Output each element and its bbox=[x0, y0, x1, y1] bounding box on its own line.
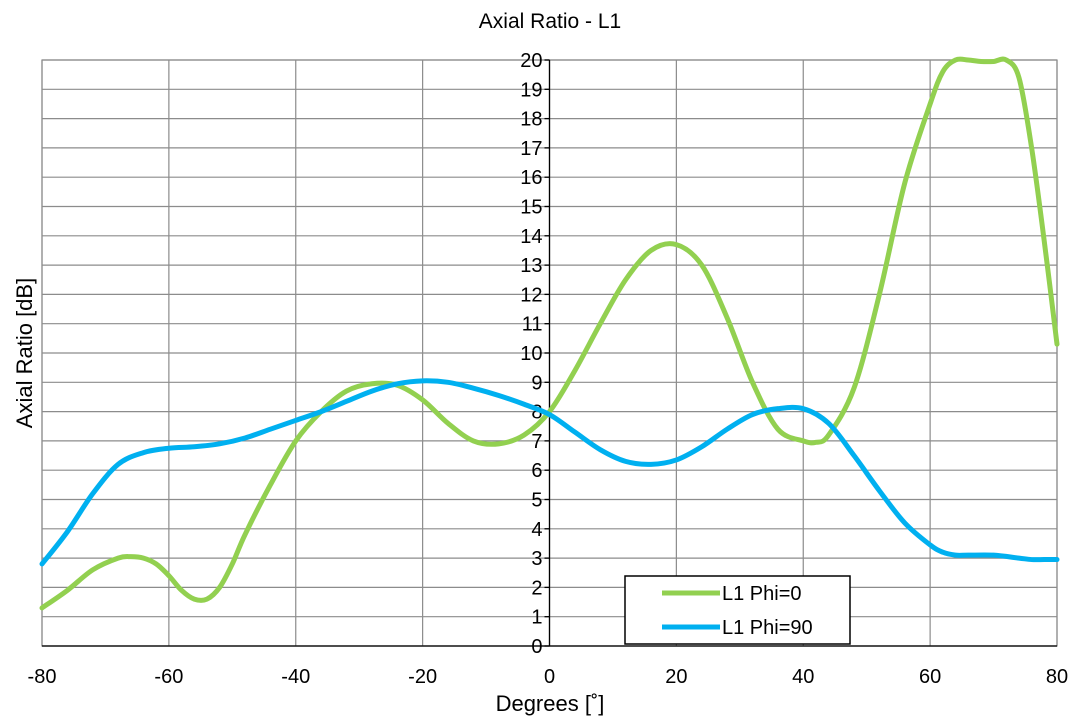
y-tick-label: 12 bbox=[520, 284, 542, 306]
chart-title: Axial Ratio - L1 bbox=[479, 10, 621, 33]
x-tick-label: 0 bbox=[544, 666, 555, 688]
y-tick-label: 3 bbox=[531, 548, 542, 570]
series-line-phi90 bbox=[39, 378, 1060, 567]
y-tick-label: 19 bbox=[520, 79, 542, 101]
y-tick-label: 11 bbox=[522, 314, 543, 336]
y-tick-label: 15 bbox=[520, 197, 542, 219]
y-tick-label: 7 bbox=[531, 431, 542, 453]
x-tick-label: 60 bbox=[919, 666, 941, 688]
x-tick-labels: -80 -60 -40 -20 0 20 40 60 80 bbox=[28, 666, 1069, 688]
x-tick-label: -40 bbox=[281, 666, 310, 688]
x-tick-label: 80 bbox=[1046, 666, 1068, 688]
y-tick-label: 14 bbox=[520, 226, 542, 248]
y-tick-label: 10 bbox=[520, 343, 542, 365]
y-tick-label: 5 bbox=[531, 490, 542, 512]
plot-area-border bbox=[41, 59, 1058, 647]
legend: L1 Phi=0 L1 Phi=90 bbox=[624, 575, 851, 645]
y-tick-label: 16 bbox=[520, 167, 542, 189]
y-tick-label: 4 bbox=[531, 519, 542, 541]
x-axis-label: Degrees [˚] bbox=[496, 691, 605, 716]
series-line-phi0 bbox=[39, 56, 1060, 611]
y-tick-label: 9 bbox=[531, 372, 542, 394]
series-lines bbox=[39, 56, 1060, 611]
legend-label-phi90: L1 Phi=90 bbox=[722, 617, 813, 639]
x-tick-label: -60 bbox=[154, 666, 183, 688]
y-tick-label: 2 bbox=[531, 577, 542, 599]
x-tick-label: 40 bbox=[792, 666, 814, 688]
y-tick-label: 1 bbox=[531, 607, 542, 629]
y-tick-label: 0 bbox=[531, 636, 542, 658]
legend-label-phi0: L1 Phi=0 bbox=[722, 583, 802, 605]
x-tick-label: -20 bbox=[408, 666, 437, 688]
x-tick-label: 20 bbox=[665, 666, 687, 688]
legend-box bbox=[624, 575, 851, 645]
y-axis-label: Axial Ratio [dB] bbox=[12, 278, 37, 428]
y-tick-label: 6 bbox=[531, 460, 542, 482]
y-tick-label: 18 bbox=[520, 109, 542, 131]
y-tick-label: 8 bbox=[531, 402, 542, 424]
y-tick-label: 20 bbox=[520, 50, 542, 72]
y-tick-label: 13 bbox=[520, 255, 542, 277]
y-tick-label: 17 bbox=[520, 138, 542, 160]
x-tick-label: -80 bbox=[28, 666, 57, 688]
